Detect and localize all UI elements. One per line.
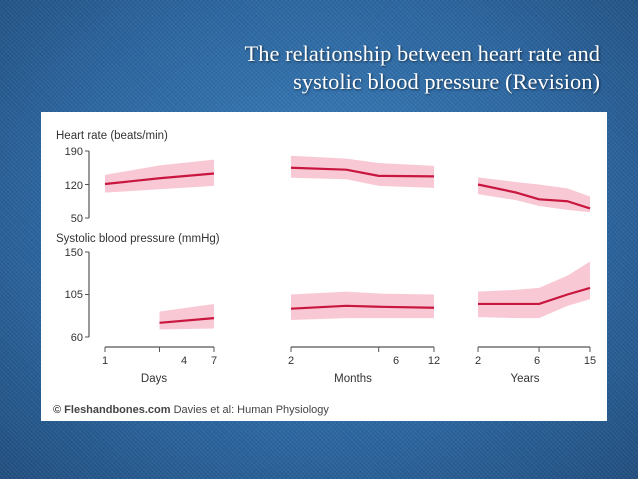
xtick-months-12: 12 (428, 355, 440, 367)
series-line-0-years (477, 183, 591, 210)
x-group-label-months: Months (334, 373, 372, 385)
blood-pressure-panel-title: Systolic blood pressure (mmHg) (56, 233, 220, 245)
hr-ytick-120: 120 (65, 180, 83, 192)
hr-ytick-190: 190 (65, 146, 83, 158)
band-1-days (159, 303, 214, 330)
chart-figure: Heart rate (beats/min) Systolic blood pr… (41, 112, 607, 421)
series-line-1-years (478, 286, 591, 306)
xtick-days-7: 7 (211, 355, 217, 367)
band-0-days (105, 159, 214, 193)
heart-rate-panel-title: Heart rate (beats/min) (56, 130, 168, 142)
series-line-0-days (104, 172, 215, 186)
credit-source: Davies et al: Human Physiology (174, 404, 330, 416)
xtick-years-15: 15 (584, 355, 596, 367)
xtick-months-6: 6 (393, 355, 399, 367)
slide-title-line-2: systolic blood pressure (Revision) (293, 69, 600, 94)
slide-title: The relationship between heart rate and … (60, 40, 600, 96)
credit-line: © Fleshandbones.com Davies et al: Human … (53, 404, 329, 416)
x-group-label-days: Days (141, 373, 167, 385)
bp-ytick-60: 60 (71, 332, 83, 344)
xtick-years-6: 6 (534, 355, 540, 367)
xtick-days-1: 1 (102, 355, 108, 367)
credit-site: Fleshandbones.com (64, 404, 171, 416)
band-1-years (478, 261, 590, 319)
band-0-years (478, 177, 590, 213)
chart-svg: Heart rate (beats/min) Systolic blood pr… (53, 130, 596, 416)
bp-ytick-150: 150 (65, 247, 83, 259)
xtick-years-2: 2 (475, 355, 481, 367)
series-line-1-months (290, 304, 435, 310)
x-group-label-years: Years (511, 373, 540, 385)
hr-ytick-50: 50 (71, 213, 83, 225)
xtick-months-2: 2 (288, 355, 294, 367)
series-line-1-days (159, 317, 215, 324)
series-line-0-months (290, 166, 435, 178)
slide-title-line-1: The relationship between heart rate and (244, 41, 600, 66)
bp-ytick-105: 105 (65, 289, 83, 301)
xtick-days-4: 4 (181, 355, 187, 367)
